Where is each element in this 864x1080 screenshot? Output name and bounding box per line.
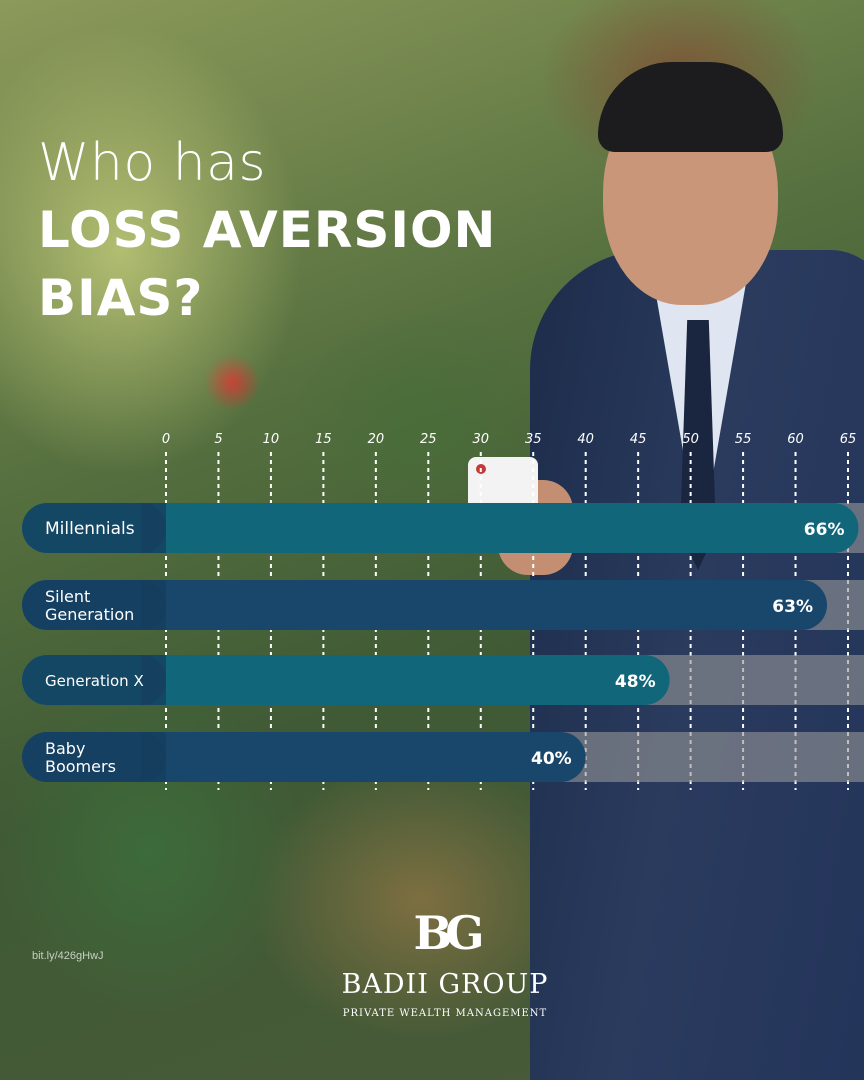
x-tick-label-15: 15 — [315, 432, 332, 447]
x-tick-label-20: 20 — [368, 432, 385, 447]
x-tick-labels: 0 5 10 15 20 25 30 35 40 45 50 55 60 65 — [162, 432, 856, 447]
headline-line-2: LOSS AVERSION — [38, 201, 497, 259]
logo-tagline: PRIVATE WEALTH MANAGEMENT — [342, 1008, 548, 1019]
brand-logo: BG BADII GROUP PRIVATE WEALTH MANAGEMENT — [300, 905, 590, 1019]
headline: Who has LOSS AVERSION BIAS? — [38, 130, 496, 332]
bar-label-cap-0 — [22, 503, 166, 553]
short-link[interactable]: bit.ly/426gHwJ — [32, 950, 104, 962]
bar-label-cap-edge-2 — [141, 655, 166, 705]
bar-value-label-1: 63% — [772, 597, 813, 617]
headline-line-1: Who has — [38, 133, 267, 193]
bar-2 — [22, 655, 670, 705]
bar-label-cap-1 — [22, 580, 166, 630]
bar-label-cap-3 — [22, 732, 166, 782]
x-tick-label-10: 10 — [263, 432, 280, 447]
x-tick-label-5: 5 — [214, 432, 222, 447]
logo-name: BADII GROUP — [341, 969, 549, 1000]
bar-label-cap-edge-1 — [141, 580, 166, 630]
x-tick-label-30: 30 — [472, 432, 489, 447]
bar-category-label-2-0: Generation X — [45, 672, 144, 690]
bar-value-label-3: 40% — [531, 749, 572, 769]
logo-monogram: BG — [413, 906, 484, 960]
bar-category-label-1-1: Generation — [45, 605, 134, 624]
x-tick-label-55: 55 — [735, 432, 752, 447]
x-tick-label-40: 40 — [577, 432, 594, 447]
x-tick-label-0: 0 — [162, 432, 170, 447]
x-tick-label-60: 60 — [787, 432, 804, 447]
bar-category-label-0-0: Millennials — [45, 519, 135, 539]
bar-category-label-3-0: Baby — [45, 739, 85, 758]
bar-label-cap-2 — [22, 655, 166, 705]
bar-1 — [22, 580, 828, 630]
x-tick-label-50: 50 — [682, 432, 699, 447]
bar-category-label-3-1: Boomers — [45, 757, 116, 776]
bar-0 — [22, 503, 859, 553]
bar-value-label-0: 66% — [804, 520, 845, 540]
x-tick-label-45: 45 — [630, 432, 647, 447]
x-tick-label-25: 25 — [420, 432, 437, 447]
x-tick-label-35: 35 — [525, 432, 542, 447]
bar-value-label-2: 48% — [615, 672, 656, 692]
bars — [22, 503, 864, 782]
bar-category-label-1-0: Silent — [45, 587, 90, 606]
bar-label-cap-edge-3 — [141, 732, 166, 782]
bar-label-cap-edge-0 — [141, 503, 166, 553]
x-tick-label-65: 65 — [840, 432, 857, 447]
headline-line-3: BIAS? — [38, 269, 204, 327]
